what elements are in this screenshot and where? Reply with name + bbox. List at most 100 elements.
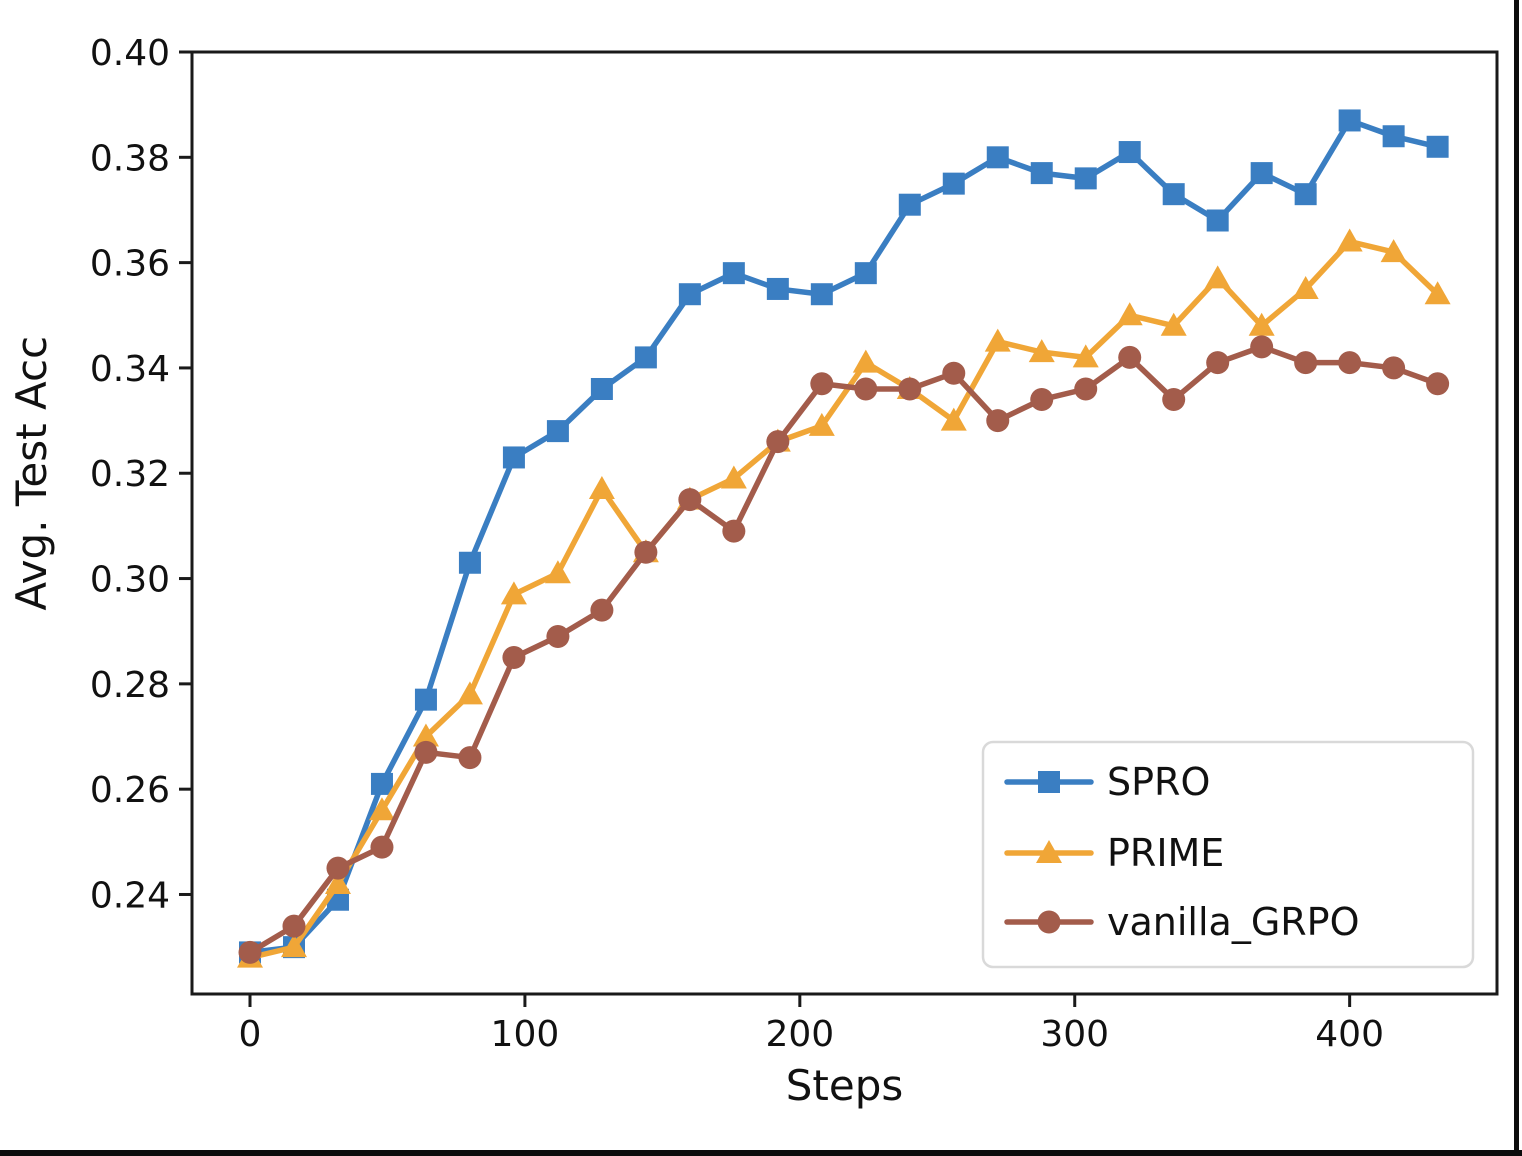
data-point-spro xyxy=(546,420,569,443)
data-point-spro xyxy=(502,446,525,469)
x-tick-label: 400 xyxy=(1315,1014,1384,1055)
data-point-spro xyxy=(1382,125,1405,148)
data-point-vanilla_grpo xyxy=(502,646,526,670)
data-point-prime xyxy=(1028,339,1055,363)
legend-sample-marker xyxy=(1036,840,1062,863)
data-point-vanilla_grpo xyxy=(590,598,614,622)
data-point-vanilla_grpo xyxy=(898,377,922,401)
data-point-spro xyxy=(590,377,613,400)
data-point-vanilla_grpo xyxy=(326,856,350,880)
y-tick-label: 0.30 xyxy=(90,560,170,601)
data-point-prime xyxy=(984,328,1011,352)
y-tick-label: 0.28 xyxy=(90,665,170,706)
x-tick-label: 300 xyxy=(1040,1014,1109,1055)
y-tick-label: 0.34 xyxy=(90,349,170,390)
data-point-prime xyxy=(456,681,483,705)
data-point-vanilla_grpo xyxy=(282,914,306,938)
legend-label: PRIME xyxy=(1107,831,1224,875)
data-point-vanilla_grpo xyxy=(722,519,746,543)
legend-label: SPRO xyxy=(1107,760,1210,804)
data-point-prime xyxy=(1292,275,1319,299)
data-point-prime xyxy=(1116,302,1143,326)
data-point-prime xyxy=(500,581,527,605)
data-point-vanilla_grpo xyxy=(766,430,790,454)
data-point-prime xyxy=(1424,281,1451,305)
x-tick-label: 0 xyxy=(239,1014,262,1055)
series-line-prime xyxy=(247,238,1441,961)
data-point-vanilla_grpo xyxy=(1030,388,1054,412)
data-point-vanilla_grpo xyxy=(458,746,482,770)
legend-label: vanilla_GRPO xyxy=(1107,900,1360,944)
data-point-spro xyxy=(1030,162,1053,185)
data-point-vanilla_grpo xyxy=(1206,351,1230,375)
data-point-vanilla_grpo xyxy=(1250,335,1274,359)
data-point-vanilla_grpo xyxy=(1294,351,1318,375)
data-point-vanilla_grpo xyxy=(370,835,394,859)
data-point-prime xyxy=(588,476,615,500)
data-point-vanilla_grpo xyxy=(1162,388,1186,412)
y-tick-label: 0.38 xyxy=(90,138,170,179)
legend-sample-marker xyxy=(1037,910,1061,934)
data-point-spro xyxy=(986,146,1009,169)
series-line-spro xyxy=(247,117,1441,956)
legend-box xyxy=(981,740,1475,969)
data-point-spro xyxy=(854,262,877,285)
data-point-spro xyxy=(898,193,921,216)
data-point-spro xyxy=(1294,183,1317,206)
data-point-spro xyxy=(766,277,789,300)
data-point-vanilla_grpo xyxy=(634,540,658,564)
data-point-spro xyxy=(1250,162,1273,185)
data-point-prime xyxy=(544,560,571,584)
y-axis-title: Avg. Test Acc xyxy=(7,336,56,611)
y-tick-label: 0.32 xyxy=(90,454,170,495)
data-point-vanilla_grpo xyxy=(810,372,834,396)
data-point-spro xyxy=(458,551,481,574)
data-point-prime xyxy=(1380,239,1407,263)
data-point-prime xyxy=(412,723,439,747)
data-point-prime xyxy=(280,934,307,958)
x-tick-label: 100 xyxy=(491,1014,560,1055)
window-border-right xyxy=(1514,0,1519,1153)
data-point-spro xyxy=(942,172,965,195)
data-point-vanilla_grpo xyxy=(238,940,262,964)
data-point-spro xyxy=(1118,141,1141,164)
data-point-spro xyxy=(1162,183,1185,206)
data-point-prime xyxy=(852,349,879,373)
data-point-vanilla_grpo xyxy=(1118,345,1142,369)
data-point-prime xyxy=(324,870,351,894)
data-point-prime xyxy=(808,412,835,436)
data-point-prime xyxy=(1336,228,1363,252)
data-point-prime xyxy=(368,797,395,821)
data-point-spro xyxy=(1074,167,1097,190)
data-point-vanilla_grpo xyxy=(854,377,878,401)
data-point-spro xyxy=(414,688,437,711)
data-point-prime xyxy=(1204,265,1231,289)
data-point-vanilla_grpo xyxy=(1074,377,1098,401)
data-point-prime xyxy=(1160,312,1187,336)
data-point-prime xyxy=(1072,344,1099,368)
data-point-spro xyxy=(370,772,393,795)
data-point-spro xyxy=(1338,109,1361,132)
y-tick-label: 0.26 xyxy=(90,770,170,811)
data-point-vanilla_grpo xyxy=(546,624,570,648)
y-tick-label: 0.36 xyxy=(90,244,170,285)
x-axis-title: Steps xyxy=(786,1061,904,1110)
axes-spines xyxy=(190,50,1499,996)
data-point-vanilla_grpo xyxy=(1382,356,1406,380)
data-point-spro xyxy=(634,346,657,369)
data-point-vanilla_grpo xyxy=(678,488,702,512)
x-tick-label: 200 xyxy=(765,1014,834,1055)
data-point-prime xyxy=(940,407,967,431)
data-point-spro xyxy=(810,283,833,306)
legend-sample-marker xyxy=(1038,771,1060,793)
series-line-vanilla_grpo xyxy=(247,344,1441,956)
data-point-spro xyxy=(1426,135,1449,158)
data-point-vanilla_grpo xyxy=(942,361,966,385)
data-point-vanilla_grpo xyxy=(1426,372,1450,396)
window-border-bottom xyxy=(0,1150,1522,1156)
y-tick-label: 0.40 xyxy=(90,33,170,74)
y-tick-label: 0.24 xyxy=(90,875,170,916)
data-point-spro xyxy=(722,262,745,285)
